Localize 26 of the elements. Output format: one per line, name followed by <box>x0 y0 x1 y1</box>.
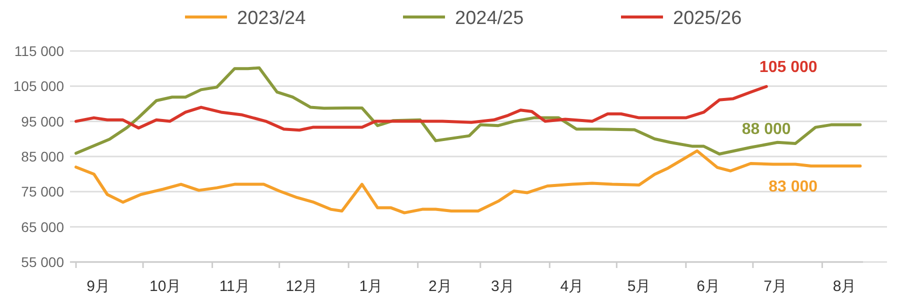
x-tick-label: 4月 <box>560 278 584 295</box>
y-tick-label: 105 000 <box>13 78 64 94</box>
legend-label: 2025/26 <box>673 8 742 29</box>
annotation: 83 000 <box>768 178 818 196</box>
y-tick-label: 55 000 <box>21 254 64 270</box>
x-tick-label: 5月 <box>627 278 651 295</box>
y-tick-label: 75 000 <box>21 184 64 200</box>
x-tick-label: 9月 <box>86 278 110 295</box>
x-tick-label: 10月 <box>150 278 182 295</box>
x-tick-label: 1月 <box>359 278 383 295</box>
x-tick-label: 7月 <box>764 278 787 295</box>
y-tick-label: 95 000 <box>21 113 64 130</box>
x-tick-label: 11月 <box>219 278 250 295</box>
legend-label: 2023/24 <box>237 8 306 29</box>
y-tick-label: 65 000 <box>21 218 64 235</box>
x-tick-label: 2月 <box>428 278 452 295</box>
annotation: 105 000 <box>759 59 818 76</box>
line-series <box>74 149 862 214</box>
y-tick-label: 115 000 <box>14 43 64 59</box>
legend-label: 2024/25 <box>455 8 524 29</box>
x-tick-label: 8月 <box>832 278 856 295</box>
x-tick-label: 3月 <box>491 278 514 295</box>
annotation: 88 000 <box>742 120 791 138</box>
x-tick-label: 6月 <box>696 278 720 295</box>
y-tick-label: 85 000 <box>21 148 64 164</box>
x-tick-label: 12月 <box>286 278 318 295</box>
